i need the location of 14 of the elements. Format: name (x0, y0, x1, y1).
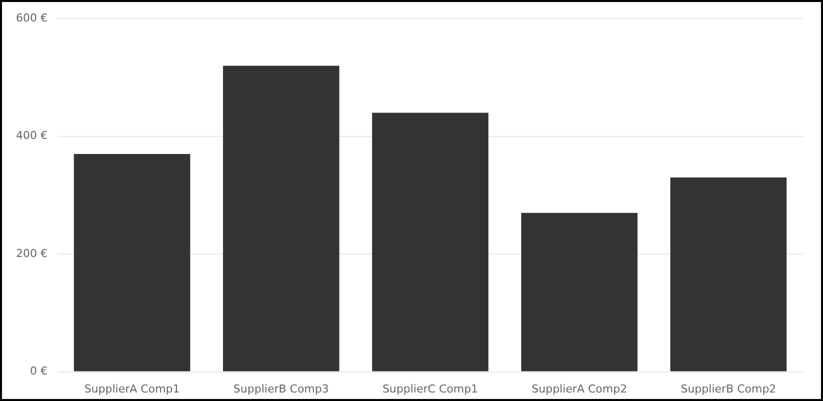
y-tick-label: 400 € (16, 129, 48, 142)
bar (74, 154, 190, 372)
bar (670, 178, 787, 372)
x-tick-label: SupplierA Comp1 (84, 382, 180, 396)
x-tick-label: SupplierB Comp3 (233, 382, 329, 396)
y-tick-label: 200 € (16, 246, 48, 260)
bar (222, 66, 340, 372)
x-tick-label: SupplierA Comp2 (532, 382, 628, 396)
x-tick-label: SupplierB Comp2 (680, 382, 776, 396)
bar (521, 212, 638, 372)
bar (372, 112, 488, 372)
x-tick-label: SupplierC Comp1 (382, 382, 478, 396)
y-tick-label: 0 € (30, 364, 48, 378)
y-tick-label: 600 € (16, 11, 48, 24)
